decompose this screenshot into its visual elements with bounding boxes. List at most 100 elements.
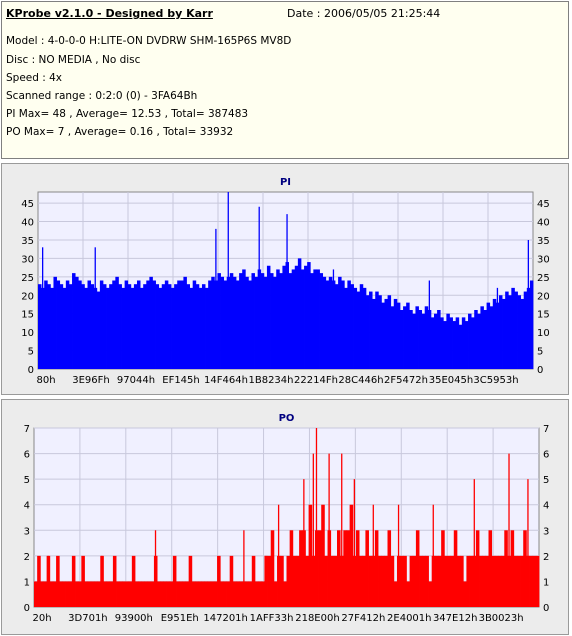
x-tick-label: 80h: [36, 375, 55, 386]
bar: [514, 291, 518, 369]
pi-chart: PI 0 0 5 5 10 10 15 15 20 20 25 25 30 30 35 35 40 40 45 45 80…: [21, 177, 550, 386]
bar: [131, 555, 136, 607]
bar: [283, 581, 287, 607]
bar: [239, 581, 243, 607]
bar: [96, 291, 101, 369]
bar: [523, 530, 527, 607]
bar: [127, 284, 132, 369]
bar: [84, 581, 89, 607]
bar: [444, 555, 448, 607]
bar: [81, 284, 85, 369]
bar: [321, 504, 325, 607]
bar: [106, 287, 110, 369]
y-tick-label: 6: [24, 450, 30, 461]
bar: [121, 287, 126, 369]
y-tick-label: 25: [21, 273, 34, 284]
bar: [174, 284, 178, 369]
bar: [210, 581, 215, 607]
bar: [179, 581, 183, 607]
bar: [387, 530, 392, 607]
bar: [529, 280, 534, 369]
bar: [232, 581, 237, 607]
bar: [106, 581, 111, 607]
bar: [248, 280, 252, 369]
y-tick-label: 1: [24, 577, 30, 588]
bar: [185, 581, 190, 607]
bar: [409, 555, 414, 607]
bar: [333, 555, 338, 607]
bar: [242, 269, 246, 369]
bar: [245, 276, 249, 369]
bar: [452, 321, 457, 369]
bar: [297, 258, 302, 369]
bar: [289, 530, 294, 607]
bar: [167, 284, 172, 369]
bar: [90, 284, 95, 369]
bar: [434, 313, 438, 369]
bar: [273, 581, 278, 607]
bar: [450, 555, 455, 607]
bar: [254, 581, 259, 607]
bar: [375, 291, 379, 369]
y-tick-label-right: 3: [543, 526, 549, 537]
bar: [201, 284, 206, 369]
y-tick-label-right: 20: [537, 291, 550, 302]
bar: [468, 313, 472, 369]
bar: [520, 555, 524, 607]
bar: [176, 581, 180, 607]
y-tick-label: 35: [21, 236, 34, 247]
bar: [393, 581, 398, 607]
y-tick-label: 30: [21, 254, 34, 265]
y-tick-label-right: 7: [543, 424, 549, 435]
bar: [365, 295, 370, 369]
bar: [59, 284, 64, 369]
bar: [310, 273, 314, 369]
bar: [97, 581, 101, 607]
bar: [318, 530, 322, 607]
bar: [270, 273, 274, 369]
bar: [491, 555, 496, 607]
bar: [119, 581, 123, 607]
bar: [194, 581, 199, 607]
bar: [341, 280, 345, 369]
bar: [164, 280, 169, 369]
bar: [150, 581, 155, 607]
bar: [78, 280, 82, 369]
bar: [116, 581, 120, 607]
bar: [510, 530, 515, 607]
bar: [192, 280, 197, 369]
bar: [124, 280, 129, 369]
bar: [498, 295, 503, 369]
pi-stats: PI Max= 48 , Average= 12.53 , Total= 387…: [6, 108, 249, 120]
bar: [502, 298, 506, 369]
bar: [412, 555, 417, 607]
bar: [37, 555, 41, 607]
bar: [446, 313, 450, 369]
bar: [72, 273, 76, 369]
bar: [455, 317, 460, 369]
bar: [421, 313, 426, 369]
bar: [280, 555, 284, 607]
bar: [335, 284, 339, 369]
x-tick-label: 2F5472h: [384, 375, 428, 386]
bar: [152, 280, 156, 369]
bar: [49, 581, 54, 607]
bar: [122, 581, 126, 607]
bar: [220, 581, 224, 607]
po-chart: PO 0 0 1 1 2 2 3 3 4 4 5 5 6 6 7 7 20h 3D701h 93900h E951Eh 1…: [24, 413, 550, 624]
bar: [483, 310, 487, 369]
bar: [198, 581, 202, 607]
bar: [353, 287, 358, 369]
bar: [248, 581, 253, 607]
bar: [260, 273, 265, 369]
bar: [282, 265, 286, 369]
bar: [403, 306, 407, 369]
bar: [93, 581, 98, 607]
bar: [378, 555, 382, 607]
bar: [158, 287, 163, 369]
bar: [87, 581, 92, 607]
bar: [504, 530, 508, 607]
bar: [308, 504, 313, 607]
bar: [254, 276, 259, 369]
bar: [75, 581, 79, 607]
